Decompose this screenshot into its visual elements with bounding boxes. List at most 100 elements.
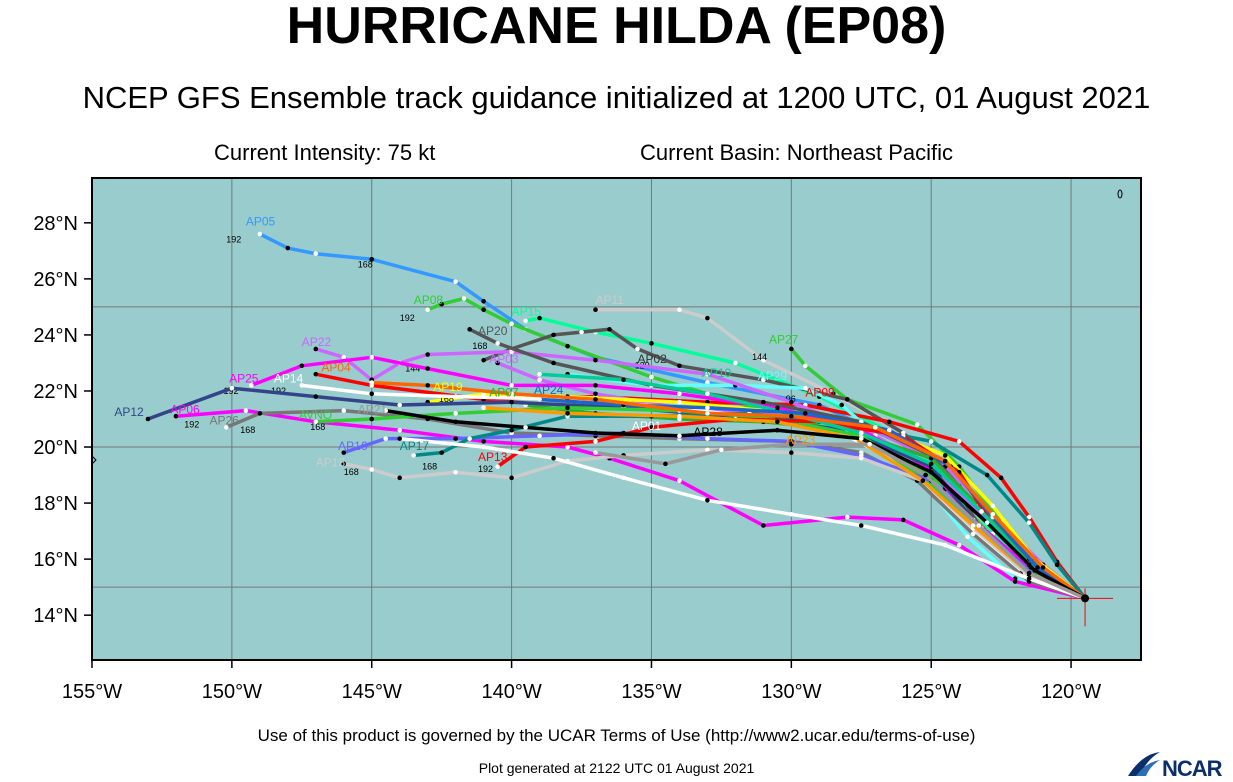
- member-label: AP15: [512, 304, 542, 318]
- track-point: [789, 450, 794, 455]
- track-point: [243, 408, 249, 413]
- storm-position: [1081, 594, 1090, 603]
- track-point: [565, 405, 570, 411]
- track-point: [872, 425, 878, 430]
- track-point: [223, 425, 229, 430]
- member-label: AP10: [702, 366, 732, 380]
- track-point: [509, 383, 514, 388]
- track-point: [229, 385, 235, 391]
- track-point: [775, 427, 780, 433]
- track-point: [705, 497, 710, 503]
- track-point: [621, 475, 626, 481]
- forecast-hour-label: 168: [240, 425, 255, 435]
- track-point: [844, 514, 850, 520]
- track-point: [677, 399, 682, 405]
- track-point: [1026, 570, 1032, 576]
- track-point: [509, 321, 514, 327]
- track-point: [914, 422, 920, 427]
- track-point: [523, 425, 528, 430]
- track-point: [313, 394, 319, 399]
- track-point: [397, 475, 403, 481]
- member-label: AP21: [358, 402, 388, 416]
- track-point: [565, 444, 570, 450]
- track-point: [341, 408, 347, 413]
- forecast-hour-label: 192: [226, 234, 241, 244]
- track-point: [663, 461, 668, 467]
- track-point: [705, 447, 710, 453]
- track-point: [369, 391, 375, 397]
- member-label: AP12: [114, 405, 144, 419]
- track-point: [984, 472, 990, 478]
- track-point: [313, 346, 319, 352]
- track-point: [593, 307, 598, 313]
- x-tick-label: 155°W: [62, 681, 122, 703]
- track-point: [313, 419, 319, 425]
- track-point: [593, 439, 598, 444]
- track-point: [481, 357, 486, 363]
- track-point: [649, 425, 654, 430]
- current-intensity: Current Intensity: 75 kt: [214, 140, 436, 165]
- longitude-axis: 155°W 150°W 145°W 140°W 135°W 130°W 125°W 120°W: [62, 660, 1101, 703]
- x-tick-label: 150°W: [202, 681, 262, 703]
- member-label: AP18: [316, 456, 346, 470]
- track-point: [761, 377, 766, 383]
- track-point: [481, 307, 486, 313]
- member-label: AP04: [321, 360, 351, 374]
- track-point: [705, 436, 710, 441]
- ncar-logo-text: NCAR: [1162, 756, 1223, 781]
- island-outline: [91, 455, 97, 465]
- member-label: AP02: [637, 352, 667, 366]
- member-label: AP05: [246, 215, 276, 229]
- track-point: [990, 511, 996, 517]
- track-point: [789, 399, 794, 405]
- track-point: [858, 436, 864, 441]
- track-point: [257, 231, 263, 237]
- track-point: [453, 411, 458, 416]
- current-basin: Current Basin: Northeast Pacific: [640, 140, 954, 165]
- track-point: [439, 450, 444, 455]
- member-label: AP24: [534, 383, 564, 397]
- track-point: [1040, 565, 1046, 570]
- track-point: [976, 523, 982, 528]
- page-subtitle: NCEP GFS Ensemble track guidance initial…: [82, 80, 1151, 115]
- map-frame: [91, 177, 1142, 661]
- track-point: [593, 357, 598, 363]
- track-point: [425, 307, 430, 313]
- track-point: [439, 301, 444, 307]
- member-label: AP08: [414, 293, 444, 307]
- track-point: [495, 341, 500, 346]
- track-point: [942, 458, 948, 464]
- member-label: AP14: [274, 372, 304, 386]
- latitude-axis: 14°N 16°N 18°N 20°N 22°N 24°N 26°N 28°N: [33, 213, 92, 627]
- track-point: [285, 245, 291, 251]
- track-point: [990, 503, 996, 509]
- island-outline: [1117, 189, 1123, 199]
- track-point: [979, 509, 984, 514]
- track-point: [956, 542, 962, 548]
- y-tick-label: 14°N: [33, 605, 78, 627]
- track-point: [839, 402, 844, 408]
- track-point: [495, 360, 500, 366]
- x-tick-label: 135°W: [621, 681, 681, 703]
- track-point: [1012, 579, 1018, 584]
- track-point: [509, 391, 514, 397]
- track-point: [145, 416, 151, 422]
- track-ap01: [397, 436, 1087, 601]
- member-label: AP11: [596, 293, 625, 307]
- member-label: AP06: [170, 402, 200, 416]
- track-point: [537, 315, 542, 321]
- track-point: [565, 343, 570, 349]
- track-point: [453, 394, 458, 399]
- forecast-hour-label: 96: [786, 394, 796, 404]
- track-point: [719, 447, 724, 453]
- track-point: [341, 355, 347, 360]
- track-point: [397, 436, 403, 441]
- track-point: [397, 402, 403, 408]
- track-point: [593, 383, 598, 388]
- plot-generated: Plot generated at 2122 UTC 01 August 202…: [478, 760, 755, 776]
- forecast-hour-label: 192: [223, 386, 238, 396]
- track-point: [411, 453, 416, 458]
- track-point: [509, 399, 514, 405]
